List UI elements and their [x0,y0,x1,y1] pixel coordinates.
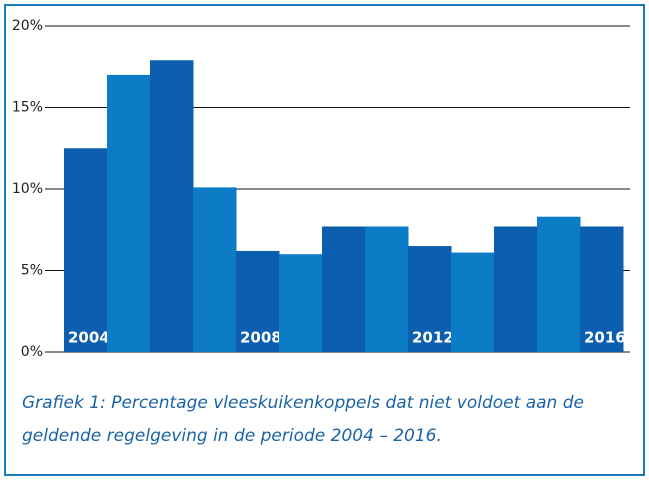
bar [408,246,452,352]
bar [451,252,495,352]
bar [365,226,409,352]
x-tick-label: 2008 [240,329,282,347]
frame [4,4,645,476]
bar [322,226,366,352]
x-tick-label: 2016 [584,329,626,347]
bar [64,148,108,352]
bar [279,254,323,352]
y-tick-label: 20% [12,18,43,34]
x-tick-label: 2004 [68,329,110,347]
y-tick-label: 10% [12,181,43,197]
caption-line: Grafiek 1: Percentage vleeskuikenkoppels… [22,393,584,413]
bar [236,250,280,352]
bar [150,60,194,352]
x-tick-label: 2012 [412,329,454,347]
bar [107,74,151,353]
y-tick-label: 15% [12,100,43,116]
y-tick-label: 0% [21,344,43,360]
y-tick-label: 5% [21,263,43,279]
bar [537,216,581,352]
bar [193,187,237,352]
bar [580,226,624,352]
bar [494,226,538,352]
caption-line: geldende regelgeving in de periode 2004 … [22,426,442,446]
